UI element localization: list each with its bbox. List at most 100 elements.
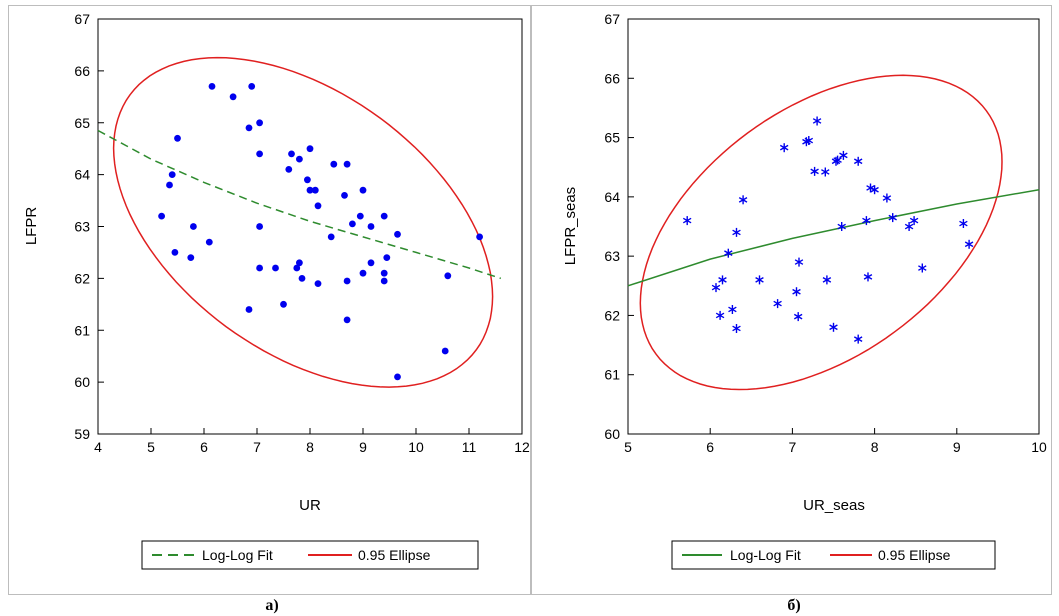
asterisk-stroke	[724, 250, 733, 257]
asterisk-stroke	[755, 276, 764, 283]
points-right	[682, 116, 974, 344]
ellipse-left	[112, 56, 494, 388]
scatter-point	[288, 150, 295, 158]
legend-left: Log-Log Fit 0.95 Ellipse	[141, 540, 479, 570]
scatter-point	[779, 143, 789, 153]
asterisk-stroke	[732, 229, 741, 236]
legend-ellipse-label-right: 0.95 Ellipse	[878, 547, 951, 563]
x-axis-label-left: UR	[299, 497, 321, 514]
y-axis-label-left: LFPR	[23, 207, 40, 246]
scatter-point	[311, 186, 319, 194]
x-axis-right: 5 6 7 8 9 10	[624, 428, 1047, 455]
scatter-point	[833, 155, 842, 165]
scatter-point	[821, 167, 830, 177]
y-tick-label: 67	[604, 11, 620, 27]
x-axis-label-right: UR_seas	[803, 497, 865, 514]
y-tick-label: 65	[604, 130, 620, 146]
scatter-point	[330, 160, 338, 168]
x-tick-label: 8	[306, 439, 314, 455]
asterisk-stroke	[853, 336, 863, 343]
scatter-point	[296, 155, 303, 163]
scatter-point	[682, 216, 692, 226]
scatter-point	[822, 275, 832, 285]
scatter-point	[444, 272, 452, 280]
x-tick-label: 6	[200, 439, 208, 455]
asterisk-stroke	[728, 306, 737, 313]
y-tick-label: 62	[604, 307, 620, 323]
scatter-point	[380, 269, 388, 277]
asterisk-stroke	[793, 313, 803, 320]
asterisk-stroke	[810, 168, 819, 175]
scatter-point	[909, 216, 919, 226]
scatter-point	[343, 160, 351, 168]
scatter-point	[711, 283, 721, 293]
panel-caption-left: а)	[265, 597, 278, 614]
scatter-point	[367, 259, 375, 267]
asterisk-stroke	[839, 152, 848, 159]
asterisk-stroke	[862, 217, 871, 224]
scatter-point	[882, 193, 892, 203]
asterisk-stroke	[718, 276, 727, 283]
scatter-point	[229, 93, 237, 101]
scatter-point	[732, 324, 741, 333]
x-tick-label: 6	[706, 439, 714, 455]
legend-right: Log-Log Fit 0.95 Ellipse	[671, 540, 996, 570]
asterisk-stroke	[882, 195, 892, 201]
scatter-point	[245, 306, 253, 313]
scatter-point	[304, 176, 311, 184]
asterisk-stroke	[711, 284, 721, 291]
panel-left-frame	[8, 5, 531, 595]
asterisk-stroke	[829, 324, 838, 331]
asterisk-stroke	[837, 223, 846, 230]
y-tick-label: 62	[74, 270, 90, 286]
scatter-point	[298, 275, 306, 282]
scatter-point	[755, 275, 764, 285]
scatter-point	[208, 83, 216, 90]
y-tick-label: 64	[604, 189, 620, 205]
x-tick-label: 9	[953, 439, 961, 455]
scatter-point	[359, 269, 367, 277]
y-tick-label: 61	[74, 322, 90, 338]
panel-right-frame	[531, 5, 1052, 595]
scatter-point	[343, 277, 351, 285]
x-tick-label: 11	[462, 439, 477, 455]
x-tick-label: 5	[624, 439, 632, 455]
scatter-point	[256, 223, 263, 230]
scatter-point	[724, 248, 733, 258]
y-tick-label: 60	[74, 374, 90, 390]
scatter-point	[773, 299, 782, 309]
scatter-point	[476, 233, 483, 241]
scatter-point	[810, 166, 819, 176]
scatter-point	[804, 136, 814, 145]
x-tick-label: 7	[789, 439, 797, 455]
x-tick-label: 10	[408, 439, 424, 455]
scatter-point	[918, 263, 927, 273]
scatter-point	[732, 227, 741, 237]
panel-caption-right: б)	[787, 597, 800, 614]
scatter-point	[248, 83, 256, 90]
scatter-point	[306, 186, 314, 194]
scatter-point	[829, 322, 838, 332]
scatter-point	[190, 223, 197, 230]
y-tick-label: 63	[604, 248, 620, 264]
y-tick-label: 66	[74, 63, 90, 79]
x-tick-label: 10	[1031, 439, 1047, 455]
scatter-point	[272, 264, 279, 272]
y-axis-label-right: LFPR_seas	[562, 187, 579, 265]
asterisk-stroke	[870, 186, 879, 193]
scatter-point	[293, 264, 301, 272]
scatter-point	[853, 334, 863, 344]
asterisk-stroke	[804, 137, 814, 144]
scatter-point	[380, 212, 388, 220]
scatter-point	[166, 181, 173, 189]
scatter-point	[285, 166, 293, 173]
scatter-point	[343, 316, 351, 324]
asterisk-stroke	[822, 276, 832, 283]
scatter-point	[314, 280, 322, 287]
y-axis-left: 59 60 61 62 63 64 65 66 67	[74, 11, 104, 442]
scatter-point	[862, 216, 871, 226]
asterisk-stroke	[821, 169, 830, 175]
y-tick-label: 65	[74, 115, 90, 131]
